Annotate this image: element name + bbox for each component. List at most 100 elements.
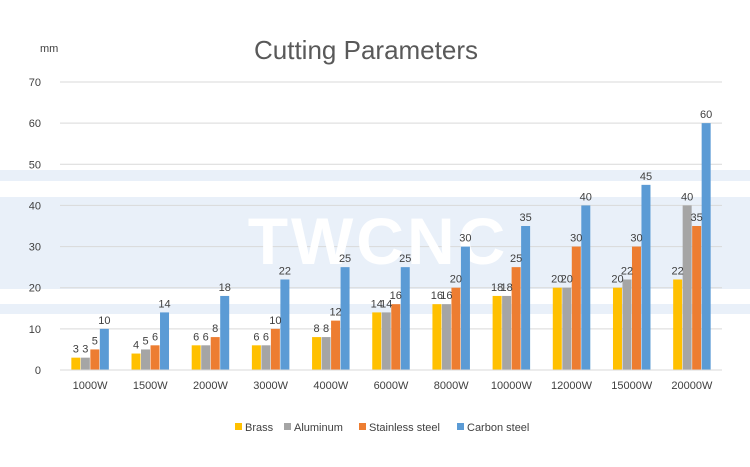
bar-carbon-steel	[220, 295, 230, 370]
y-tick-label: 40	[29, 200, 41, 212]
y-axis: 0 10 20 30 40 50 60 70	[29, 77, 41, 377]
data-label: 14	[158, 298, 170, 310]
data-label: 20	[611, 274, 623, 286]
bars	[71, 123, 711, 371]
bar-stainless-steel	[451, 287, 461, 370]
legend-label: Aluminum	[294, 422, 343, 434]
data-label: 16	[440, 290, 452, 302]
bar-aluminum	[381, 312, 391, 370]
data-label: 35	[519, 212, 531, 224]
bar-aluminum	[441, 304, 451, 370]
bar-stainless-steel	[631, 246, 641, 370]
legend-swatch	[235, 423, 242, 430]
x-category-label: 1500W	[133, 380, 168, 392]
y-tick-label: 10	[29, 324, 41, 336]
data-label: 18	[500, 282, 512, 294]
data-label: 10	[269, 315, 281, 327]
bar-carbon-steel	[521, 226, 531, 370]
data-label: 6	[263, 331, 269, 343]
bar-aluminum	[80, 357, 90, 370]
bar-carbon-steel	[460, 246, 470, 370]
legend-label: Carbon steel	[467, 422, 529, 434]
bar-brass	[191, 345, 201, 370]
data-label: 20	[551, 274, 563, 286]
x-category-label: 3000W	[253, 380, 288, 392]
bar-aluminum	[201, 345, 211, 370]
bar-brass	[131, 353, 141, 370]
bar-carbon-steel	[340, 267, 350, 370]
data-label: 22	[672, 265, 684, 277]
x-category-label: 10000W	[491, 380, 533, 392]
data-label: 18	[219, 282, 231, 294]
data-label: 45	[640, 171, 652, 183]
bar-brass	[552, 287, 562, 370]
bar-aluminum	[261, 345, 271, 370]
data-label: 6	[203, 331, 209, 343]
bar-carbon-steel	[160, 312, 170, 370]
x-category-label: 2000W	[193, 380, 228, 392]
bar-brass	[612, 287, 622, 370]
x-category-label: 15000W	[611, 380, 653, 392]
bar-aluminum	[321, 337, 331, 370]
bar-aluminum	[682, 205, 692, 370]
data-label: 22	[621, 265, 633, 277]
bar-aluminum	[502, 295, 512, 370]
legend: Brass Aluminum Stainless steel Carbon steel	[235, 422, 529, 434]
data-label: 20	[450, 274, 462, 286]
data-label: 20	[561, 274, 573, 286]
data-label: 40	[580, 191, 592, 203]
bar-brass	[251, 345, 261, 370]
y-tick-label: 50	[29, 159, 41, 171]
x-category-label: 6000W	[374, 380, 409, 392]
bar-stainless-steel	[511, 267, 521, 370]
data-label: 6	[253, 331, 259, 343]
data-label: 5	[92, 335, 98, 347]
data-label: 4	[133, 340, 139, 352]
data-label: 25	[339, 253, 351, 265]
x-axis: 1000W 1500W 2000W 3000W 4000W 6000W 8000W 10000…	[60, 369, 722, 392]
data-label: 25	[399, 253, 411, 265]
data-label: 16	[431, 290, 443, 302]
data-label: 5	[142, 335, 148, 347]
bar-aluminum	[141, 349, 151, 370]
x-category-label: 4000W	[313, 380, 348, 392]
watermark-bands	[0, 170, 750, 314]
watermark-band	[0, 197, 750, 289]
bar-carbon-steel	[280, 279, 290, 370]
x-category-label: 8000W	[434, 380, 469, 392]
bar-brass	[71, 357, 81, 370]
data-label: 3	[82, 344, 88, 356]
data-label: 16	[390, 290, 402, 302]
y-tick-label: 60	[29, 118, 41, 130]
x-category-label: 20000W	[671, 380, 713, 392]
y-tick-label: 30	[29, 242, 41, 254]
data-label: 30	[570, 233, 582, 245]
legend-swatch	[284, 423, 291, 430]
data-label: 30	[459, 233, 471, 245]
data-label: 10	[98, 315, 110, 327]
data-label: 60	[700, 109, 712, 121]
y-unit-label: mm	[40, 43, 58, 55]
legend-label: Brass	[245, 422, 274, 434]
x-category-label: 1000W	[73, 380, 108, 392]
bar-stainless-steel	[150, 345, 160, 370]
bar-brass	[312, 337, 322, 370]
chart-title: Cutting Parameters	[254, 35, 478, 65]
legend-label: Stainless steel	[369, 422, 440, 434]
legend-swatch	[457, 423, 464, 430]
bar-carbon-steel	[400, 267, 410, 370]
bar-stainless-steel	[270, 328, 280, 370]
data-label: 14	[380, 298, 392, 310]
data-label: 22	[279, 265, 291, 277]
bar-aluminum	[622, 279, 632, 370]
bar-carbon-steel	[581, 205, 591, 370]
bar-stainless-steel	[391, 304, 401, 370]
bar-stainless-steel	[210, 337, 220, 370]
data-label: 40	[681, 191, 693, 203]
data-label: 18	[491, 282, 503, 294]
bar-carbon-steel	[641, 184, 651, 370]
data-label: 12	[329, 307, 341, 319]
data-label: 25	[510, 253, 522, 265]
